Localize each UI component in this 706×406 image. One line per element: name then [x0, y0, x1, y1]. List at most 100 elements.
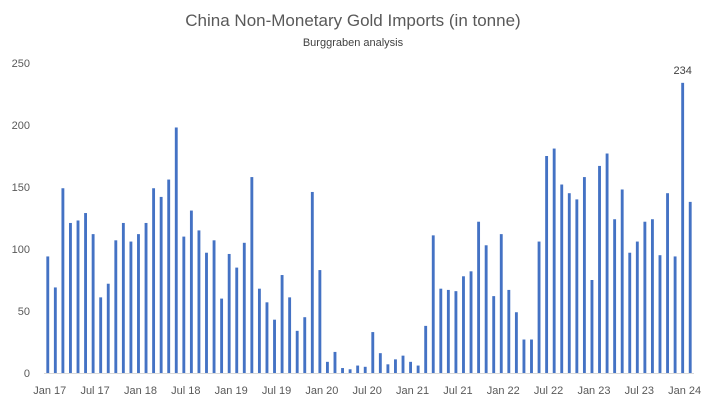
bar	[303, 317, 307, 373]
bar	[61, 188, 65, 373]
x-tick-label: Jan 20	[305, 385, 338, 397]
x-tick-label: Jan 19	[215, 385, 248, 397]
bar	[129, 241, 133, 373]
x-tick-label: Jan 23	[577, 385, 610, 397]
bar	[273, 319, 276, 373]
bar	[650, 219, 654, 373]
y-tick-label: 0	[24, 368, 30, 380]
bar	[537, 241, 541, 373]
bar	[106, 283, 110, 373]
bar	[477, 221, 481, 373]
bar	[220, 298, 224, 373]
x-tick-label: Jan 24	[668, 385, 701, 397]
bar	[144, 222, 148, 373]
bar	[348, 369, 352, 373]
bar	[46, 256, 50, 373]
bar	[137, 234, 140, 373]
bar	[439, 288, 443, 373]
bar	[91, 234, 95, 373]
bar	[409, 361, 412, 373]
bar	[159, 196, 163, 373]
bar	[121, 222, 125, 373]
bar	[242, 242, 246, 373]
bar	[212, 240, 216, 373]
data-labels: 234	[673, 65, 691, 77]
bar	[416, 365, 420, 373]
x-tick-label: Jul 21	[443, 385, 472, 397]
bar	[197, 230, 201, 373]
y-tick-label: 200	[12, 120, 30, 132]
bar	[356, 365, 360, 373]
bar	[673, 256, 677, 373]
bar	[560, 184, 564, 373]
bar	[499, 234, 503, 373]
bar	[530, 339, 533, 373]
y-tick-label: 150	[12, 182, 30, 194]
bar	[394, 359, 397, 373]
bar	[507, 289, 511, 373]
bar	[613, 219, 617, 373]
bar	[189, 210, 193, 373]
bar	[575, 199, 579, 373]
chart-title: China Non-Monetary Gold Imports (in tonn…	[185, 11, 520, 30]
bar	[333, 351, 337, 373]
bar	[605, 153, 609, 373]
bar	[182, 236, 186, 373]
bar	[590, 280, 594, 373]
bar	[462, 276, 465, 373]
bar	[582, 177, 586, 373]
bar	[318, 270, 322, 373]
bar	[288, 297, 292, 373]
bar	[545, 156, 549, 373]
bar	[522, 339, 526, 373]
x-tick-label: Jan 21	[396, 385, 429, 397]
bar	[454, 291, 458, 373]
bar	[280, 275, 284, 373]
bar	[401, 355, 405, 373]
x-tick-label: Jul 22	[534, 385, 563, 397]
bar	[635, 241, 639, 373]
bar	[484, 245, 488, 373]
bar	[325, 361, 329, 373]
x-tick-label: Jul 19	[262, 385, 291, 397]
bar	[688, 201, 692, 373]
bar	[310, 191, 314, 373]
x-tick-label: Jul 23	[625, 385, 654, 397]
bar	[76, 220, 80, 373]
bar	[174, 127, 178, 373]
y-tick-label: 250	[12, 58, 30, 70]
bar	[598, 165, 601, 373]
bar	[235, 267, 239, 373]
bar	[643, 221, 647, 373]
bar	[84, 213, 87, 373]
bar	[681, 82, 685, 373]
bar	[295, 330, 299, 373]
x-tick-label: Jan 18	[124, 385, 157, 397]
x-tick-label: Jul 20	[353, 385, 382, 397]
bar	[205, 252, 208, 373]
y-tick-label: 100	[12, 244, 30, 256]
x-axis: Jan 17 Jul 17 Jan 18 Jul 18 Jan 19 Jul 19 Jan …	[33, 385, 701, 397]
bars	[46, 82, 692, 373]
bar	[492, 296, 496, 373]
bar	[250, 177, 254, 373]
bar	[424, 325, 428, 373]
bar	[620, 189, 624, 373]
bar	[666, 193, 669, 373]
bar	[69, 222, 72, 373]
bar	[386, 364, 390, 373]
bar	[469, 271, 473, 373]
y-axis: 0 50 100 150 200 250	[12, 58, 30, 380]
y-tick-label: 50	[18, 306, 30, 318]
x-tick-label: Jan 17	[33, 385, 66, 397]
bar	[265, 302, 269, 373]
bar	[431, 235, 435, 373]
x-tick-label: Jan 22	[487, 385, 520, 397]
bar	[514, 312, 518, 373]
bar	[341, 368, 344, 373]
bar	[257, 288, 261, 373]
bar	[363, 366, 367, 373]
bar	[114, 240, 118, 373]
bar	[53, 287, 57, 373]
